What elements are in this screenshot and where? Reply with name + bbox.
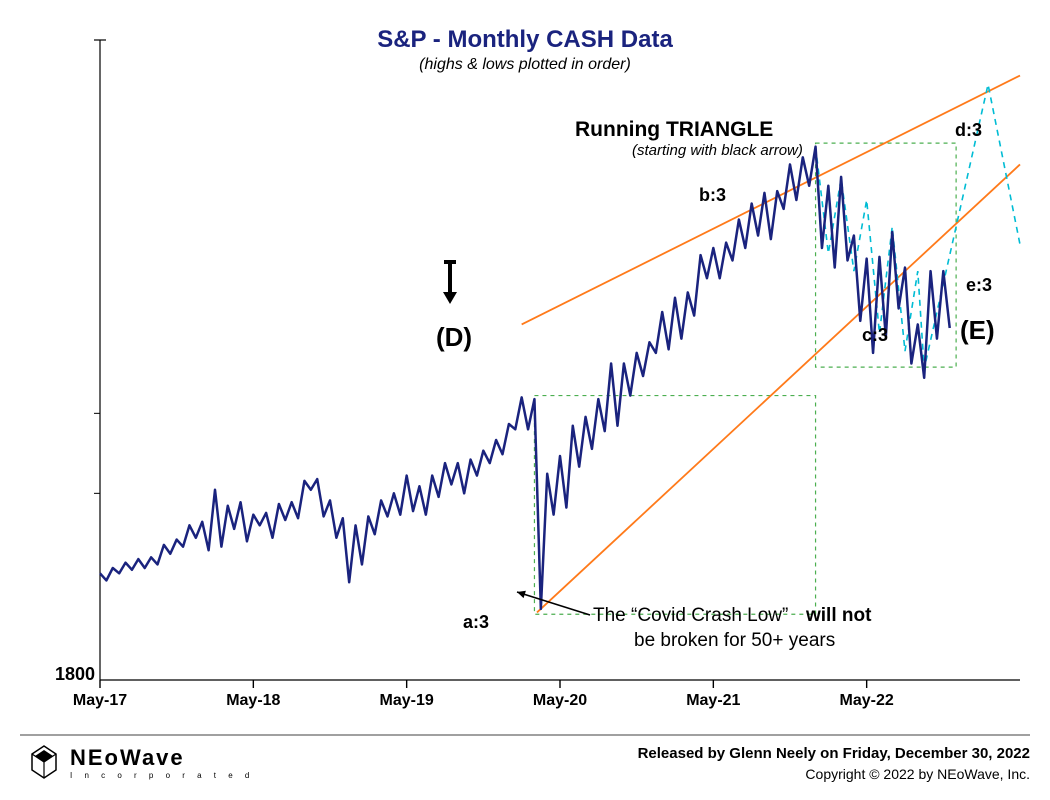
chart-svg — [0, 0, 1050, 800]
annotation-D_label: (D) — [436, 322, 472, 353]
x-tick-label: May-19 — [380, 692, 434, 710]
annotation-E_label: (E) — [960, 315, 995, 346]
annotation-a3: a:3 — [463, 612, 489, 633]
x-tick-label: May-17 — [73, 692, 127, 710]
annotation-covid_line1_bold: will not — [806, 605, 871, 627]
annotation-covid_line2: be broken for 50+ years — [634, 630, 835, 652]
annotation-b3: b:3 — [699, 185, 726, 206]
chart-container: S&P - Monthly CASH Data (highs & lows pl… — [0, 0, 1050, 800]
x-tick-label: May-22 — [840, 692, 894, 710]
logo-icon — [30, 744, 64, 780]
copyright-line: Copyright © 2022 by NEoWave, Inc. — [805, 766, 1030, 782]
y-axis-label: 1800 — [55, 664, 95, 685]
x-tick-label: May-18 — [226, 692, 280, 710]
annotation-covid_line1: The “Covid Crash Low” — [593, 605, 788, 627]
annotation-d3: d:3 — [955, 120, 982, 141]
logo-text-bottom: I n c o r p o r a t e d — [70, 771, 254, 780]
x-tick-label: May-21 — [686, 692, 740, 710]
x-tick-label: May-20 — [533, 692, 587, 710]
annotation-running_triangle: Running TRIANGLE — [575, 118, 773, 142]
release-line: Released by Glenn Neely on Friday, Decem… — [638, 745, 1030, 762]
annotation-e3: e:3 — [966, 275, 992, 296]
logo-text-top: NEoWave — [70, 745, 254, 771]
annotation-running_triangle_sub: (starting with black arrow) — [632, 142, 803, 159]
logo: NEoWave I n c o r p o r a t e d — [30, 744, 254, 780]
annotation-c3: c:3 — [862, 325, 888, 346]
